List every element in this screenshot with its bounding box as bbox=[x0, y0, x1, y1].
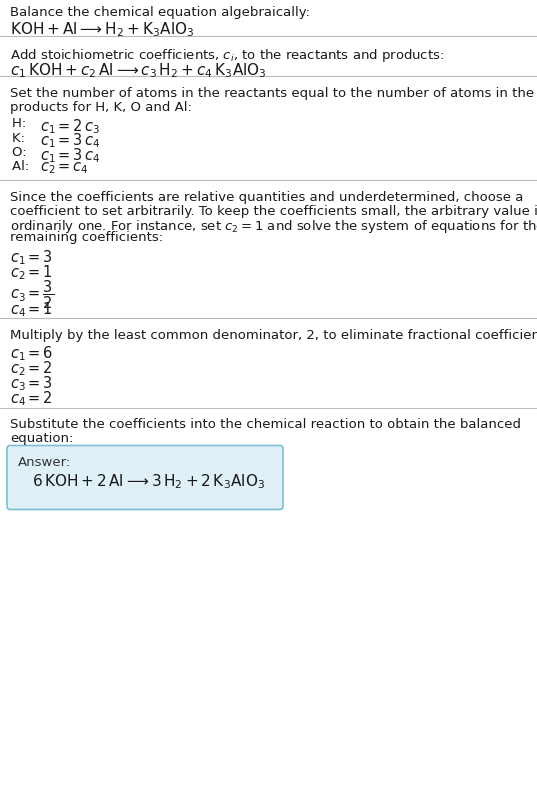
Text: coefficient to set arbitrarily. To keep the coefficients small, the arbitrary va: coefficient to set arbitrarily. To keep … bbox=[10, 204, 537, 218]
Text: Balance the chemical equation algebraically:: Balance the chemical equation algebraica… bbox=[10, 6, 310, 19]
Text: $c_1 = 3\,c_4$: $c_1 = 3\,c_4$ bbox=[40, 146, 100, 165]
Text: $c_2 = c_4$: $c_2 = c_4$ bbox=[40, 161, 89, 176]
Text: O:: O: bbox=[12, 146, 44, 159]
Text: $c_4 = 2$: $c_4 = 2$ bbox=[10, 389, 53, 408]
Text: remaining coefficients:: remaining coefficients: bbox=[10, 231, 163, 244]
Text: H:: H: bbox=[12, 117, 43, 130]
Text: $6\,\mathrm{KOH} + 2\,\mathrm{Al} \longrightarrow 3\,\mathrm{H_2} + 2\,\mathrm{K: $6\,\mathrm{KOH} + 2\,\mathrm{Al} \longr… bbox=[32, 472, 265, 491]
Text: $c_3 = 3$: $c_3 = 3$ bbox=[10, 374, 53, 393]
Text: $c_2 = 1$: $c_2 = 1$ bbox=[10, 263, 53, 281]
Text: Al:: Al: bbox=[12, 161, 42, 173]
FancyBboxPatch shape bbox=[7, 446, 283, 510]
Text: $c_1 = 3$: $c_1 = 3$ bbox=[10, 247, 53, 267]
Text: Set the number of atoms in the reactants equal to the number of atoms in the: Set the number of atoms in the reactants… bbox=[10, 87, 534, 100]
Text: Add stoichiometric coefficients, $c_i$, to the reactants and products:: Add stoichiometric coefficients, $c_i$, … bbox=[10, 47, 444, 63]
Text: $c_3 = \dfrac{3}{2}$: $c_3 = \dfrac{3}{2}$ bbox=[10, 278, 54, 310]
Text: $c_1 = 3\,c_4$: $c_1 = 3\,c_4$ bbox=[40, 132, 100, 150]
Text: ordinarily one. For instance, set $c_2 = 1$ and solve the system of equations fo: ordinarily one. For instance, set $c_2 =… bbox=[10, 218, 537, 234]
Text: $c_1\,\mathrm{KOH} + c_2\,\mathrm{Al} \longrightarrow c_3\,\mathrm{H_2} + c_4\,\: $c_1\,\mathrm{KOH} + c_2\,\mathrm{Al} \l… bbox=[10, 61, 267, 79]
Text: $c_1 = 2\,c_3$: $c_1 = 2\,c_3$ bbox=[40, 117, 100, 136]
Text: Multiply by the least common denominator, 2, to eliminate fractional coefficient: Multiply by the least common denominator… bbox=[10, 328, 537, 341]
Text: products for H, K, O and Al:: products for H, K, O and Al: bbox=[10, 100, 192, 113]
Text: equation:: equation: bbox=[10, 431, 74, 444]
Text: $\mathrm{KOH + Al} \longrightarrow \mathrm{H_2 + K_3AlO_3}$: $\mathrm{KOH + Al} \longrightarrow \math… bbox=[10, 20, 194, 39]
Text: Answer:: Answer: bbox=[18, 456, 71, 469]
Text: Substitute the coefficients into the chemical reaction to obtain the balanced: Substitute the coefficients into the che… bbox=[10, 418, 521, 431]
Text: $c_4 = 1$: $c_4 = 1$ bbox=[10, 300, 53, 318]
Text: Since the coefficients are relative quantities and underdetermined, choose a: Since the coefficients are relative quan… bbox=[10, 191, 524, 204]
Text: $c_2 = 2$: $c_2 = 2$ bbox=[10, 359, 53, 377]
Text: $c_1 = 6$: $c_1 = 6$ bbox=[10, 344, 53, 363]
Text: K:: K: bbox=[12, 132, 42, 145]
